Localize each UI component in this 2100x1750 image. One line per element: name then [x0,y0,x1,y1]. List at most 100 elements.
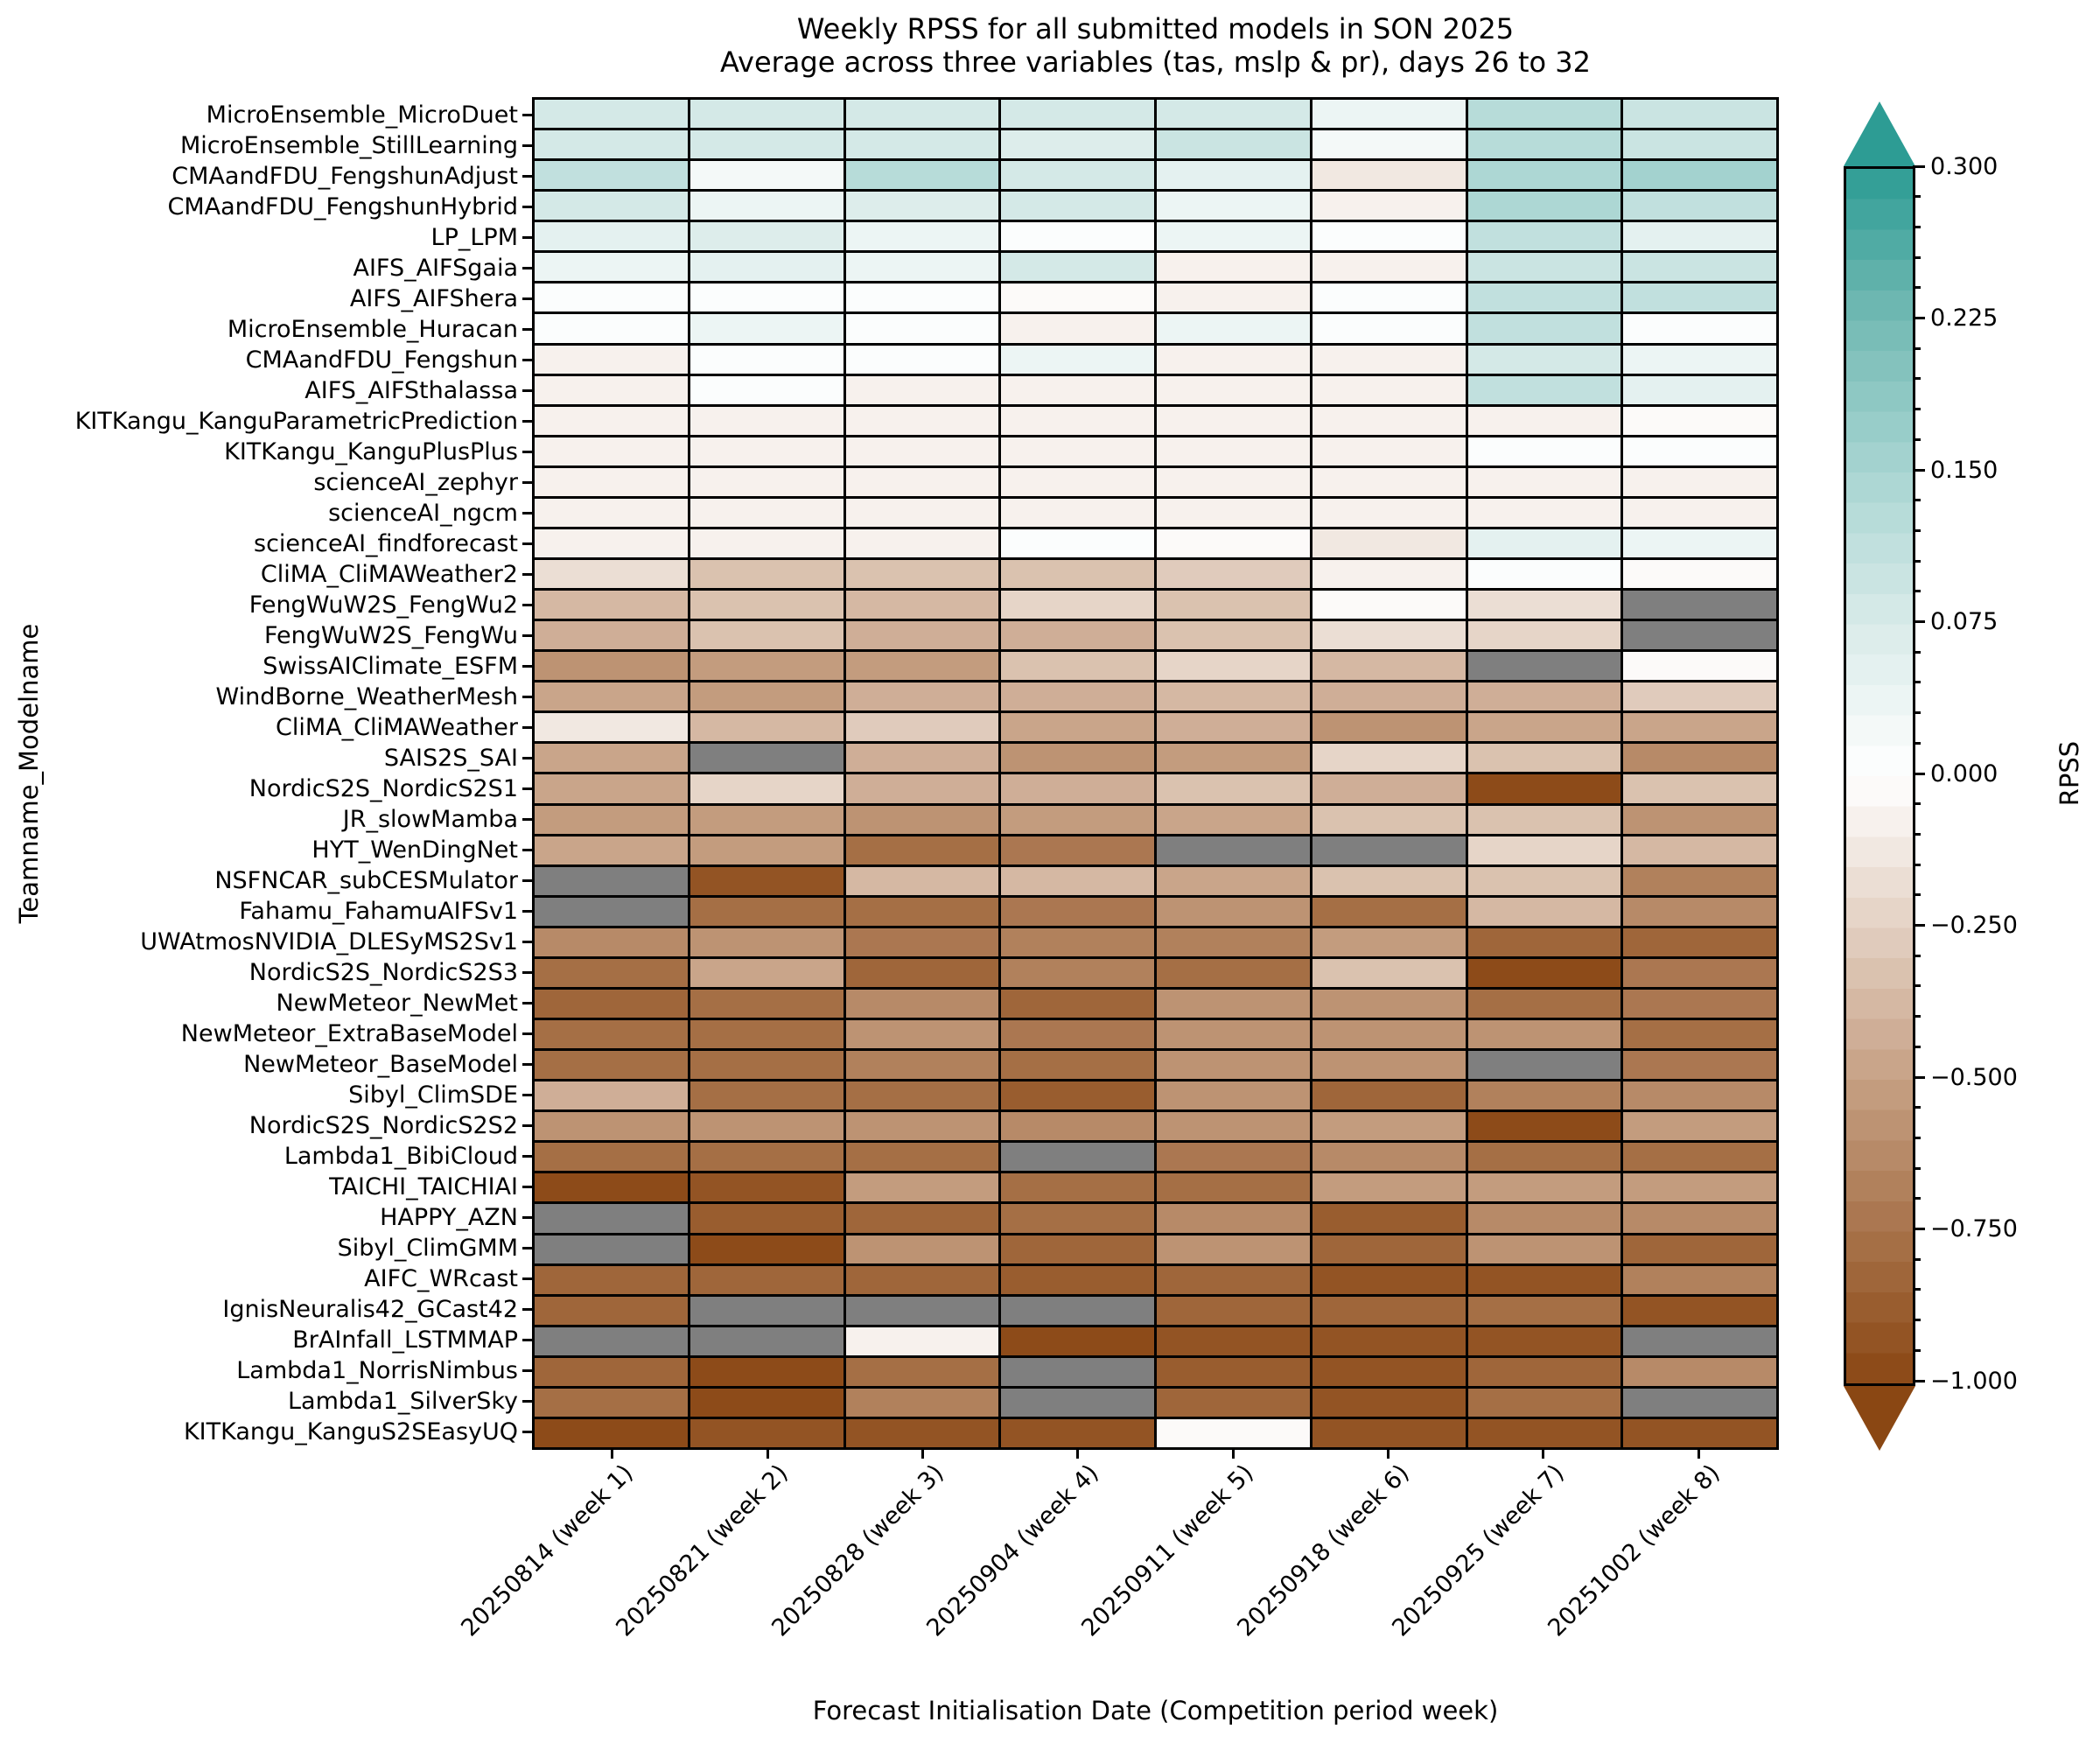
heatmap-cell [690,1112,844,1141]
heatmap-cell [845,1326,999,1355]
heatmap-cell [1312,1418,1466,1447]
heatmap-cell [1001,805,1154,834]
heatmap-cell [845,1296,999,1325]
heatmap-cell [1467,437,1621,466]
y-tick [522,726,533,729]
heatmap-cell [1157,406,1310,435]
heatmap-cell [690,1082,844,1110]
row-label: CMAandFDU_Fengshun [245,346,518,374]
row-label: Sibyl_ClimSDE [348,1082,518,1109]
heatmap-cell [690,713,844,742]
heatmap-cell [690,958,844,987]
heatmap-cell [1467,314,1621,343]
heatmap-cell [535,836,688,864]
heatmap-cell [1001,1173,1154,1202]
x-tick [920,1447,924,1459]
heatmap-cell [535,1173,688,1202]
row-label: CliMA_CliMAWeather [276,714,518,741]
heatmap-cell [1623,560,1776,589]
heatmap-cell [845,744,999,773]
heatmap-cell [1467,744,1621,773]
heatmap-cell [1467,498,1621,527]
heatmap-cell [1312,253,1466,282]
colorbar-major-tick [1913,1379,1925,1382]
heatmap-cell [1157,866,1310,895]
y-tick [522,1094,533,1096]
heatmap-cell [690,866,844,895]
heatmap-cell [1312,682,1466,711]
heatmap-cell [1001,928,1154,956]
heatmap-cell [690,100,844,129]
row-label: HYT_WenDingNet [312,836,518,864]
heatmap-cell [1623,1143,1776,1172]
heatmap-cell [690,161,844,190]
heatmap-cell [690,591,844,620]
heatmap-cell [1312,100,1466,129]
heatmap-cell [690,621,844,650]
heatmap-cell [690,192,844,220]
heatmap-cell [1623,621,1776,650]
y-tick [522,389,533,392]
heatmap-cell [1157,314,1310,343]
heatmap-cell [1157,253,1310,282]
heatmap-cell [1312,222,1466,251]
row-label: TAICHI_TAICHIAI [329,1173,518,1200]
y-tick [522,573,533,576]
colorbar-tick-label: 0.150 [1930,456,1998,484]
y-tick [522,175,533,178]
heatmap-cell [1312,1082,1466,1110]
heatmap-cell [1312,560,1466,589]
heatmap-cell [1623,1082,1776,1110]
heatmap-cell [1157,100,1310,129]
heatmap-cell [1467,1265,1621,1294]
heatmap-cell [1001,1326,1154,1355]
heatmap-cell [535,192,688,220]
heatmap-cell [1001,560,1154,589]
heatmap-cell [1001,130,1154,159]
y-tick [522,757,533,760]
heatmap-cell [1467,897,1621,926]
heatmap-cell [690,928,844,956]
heatmap-cell [690,437,844,466]
heatmap-cell [1157,1112,1310,1141]
heatmap-cell [1157,1265,1310,1294]
y-tick [522,1002,533,1004]
colorbar-arrow-up [1844,102,1915,166]
heatmap-cell [1623,375,1776,404]
heatmap-cell [535,744,688,773]
heatmap-cell [1001,253,1154,282]
heatmap-cell [1467,560,1621,589]
heatmap-cell [535,774,688,803]
heatmap-cell [1001,1265,1154,1294]
heatmap-cell [1467,192,1621,220]
heatmap-cell [1157,621,1310,650]
heatmap-cell [690,1418,844,1447]
heatmap-cell [1467,1112,1621,1141]
heatmap-cell [535,1357,688,1386]
row-label: MicroEnsemble_StillLearning [179,132,518,159]
heatmap-cell [1001,652,1154,681]
heatmap-cell [690,1143,844,1172]
heatmap-cell [535,375,688,404]
row-label: Lambda1_NorrisNimbus [236,1357,518,1384]
heatmap-cell [690,1235,844,1264]
y-tick [522,971,533,974]
heatmap-cell [1157,1051,1310,1080]
colorbar-minor-tick [1913,195,1921,199]
heatmap-cell [1157,1388,1310,1417]
colorbar-minor-tick [1913,377,1921,381]
heatmap-cell [845,1357,999,1386]
heatmap-cell [1312,713,1466,742]
y-tick [522,1369,533,1372]
row-label: JR_slowMamba [342,806,518,833]
heatmap-cell [1157,744,1310,773]
colorbar-minor-tick [1913,286,1921,290]
heatmap-cell [1001,1388,1154,1417]
row-label: AIFC_WRcast [364,1265,518,1292]
y-tick [522,879,533,882]
row-label: CliMA_CliMAWeather2 [260,561,518,588]
colorbar-major-tick [1913,1075,1925,1079]
y-tick [522,1400,533,1403]
col-label: 20250821 (week 2) [611,1460,794,1642]
colorbar-minor-tick [1913,256,1921,259]
